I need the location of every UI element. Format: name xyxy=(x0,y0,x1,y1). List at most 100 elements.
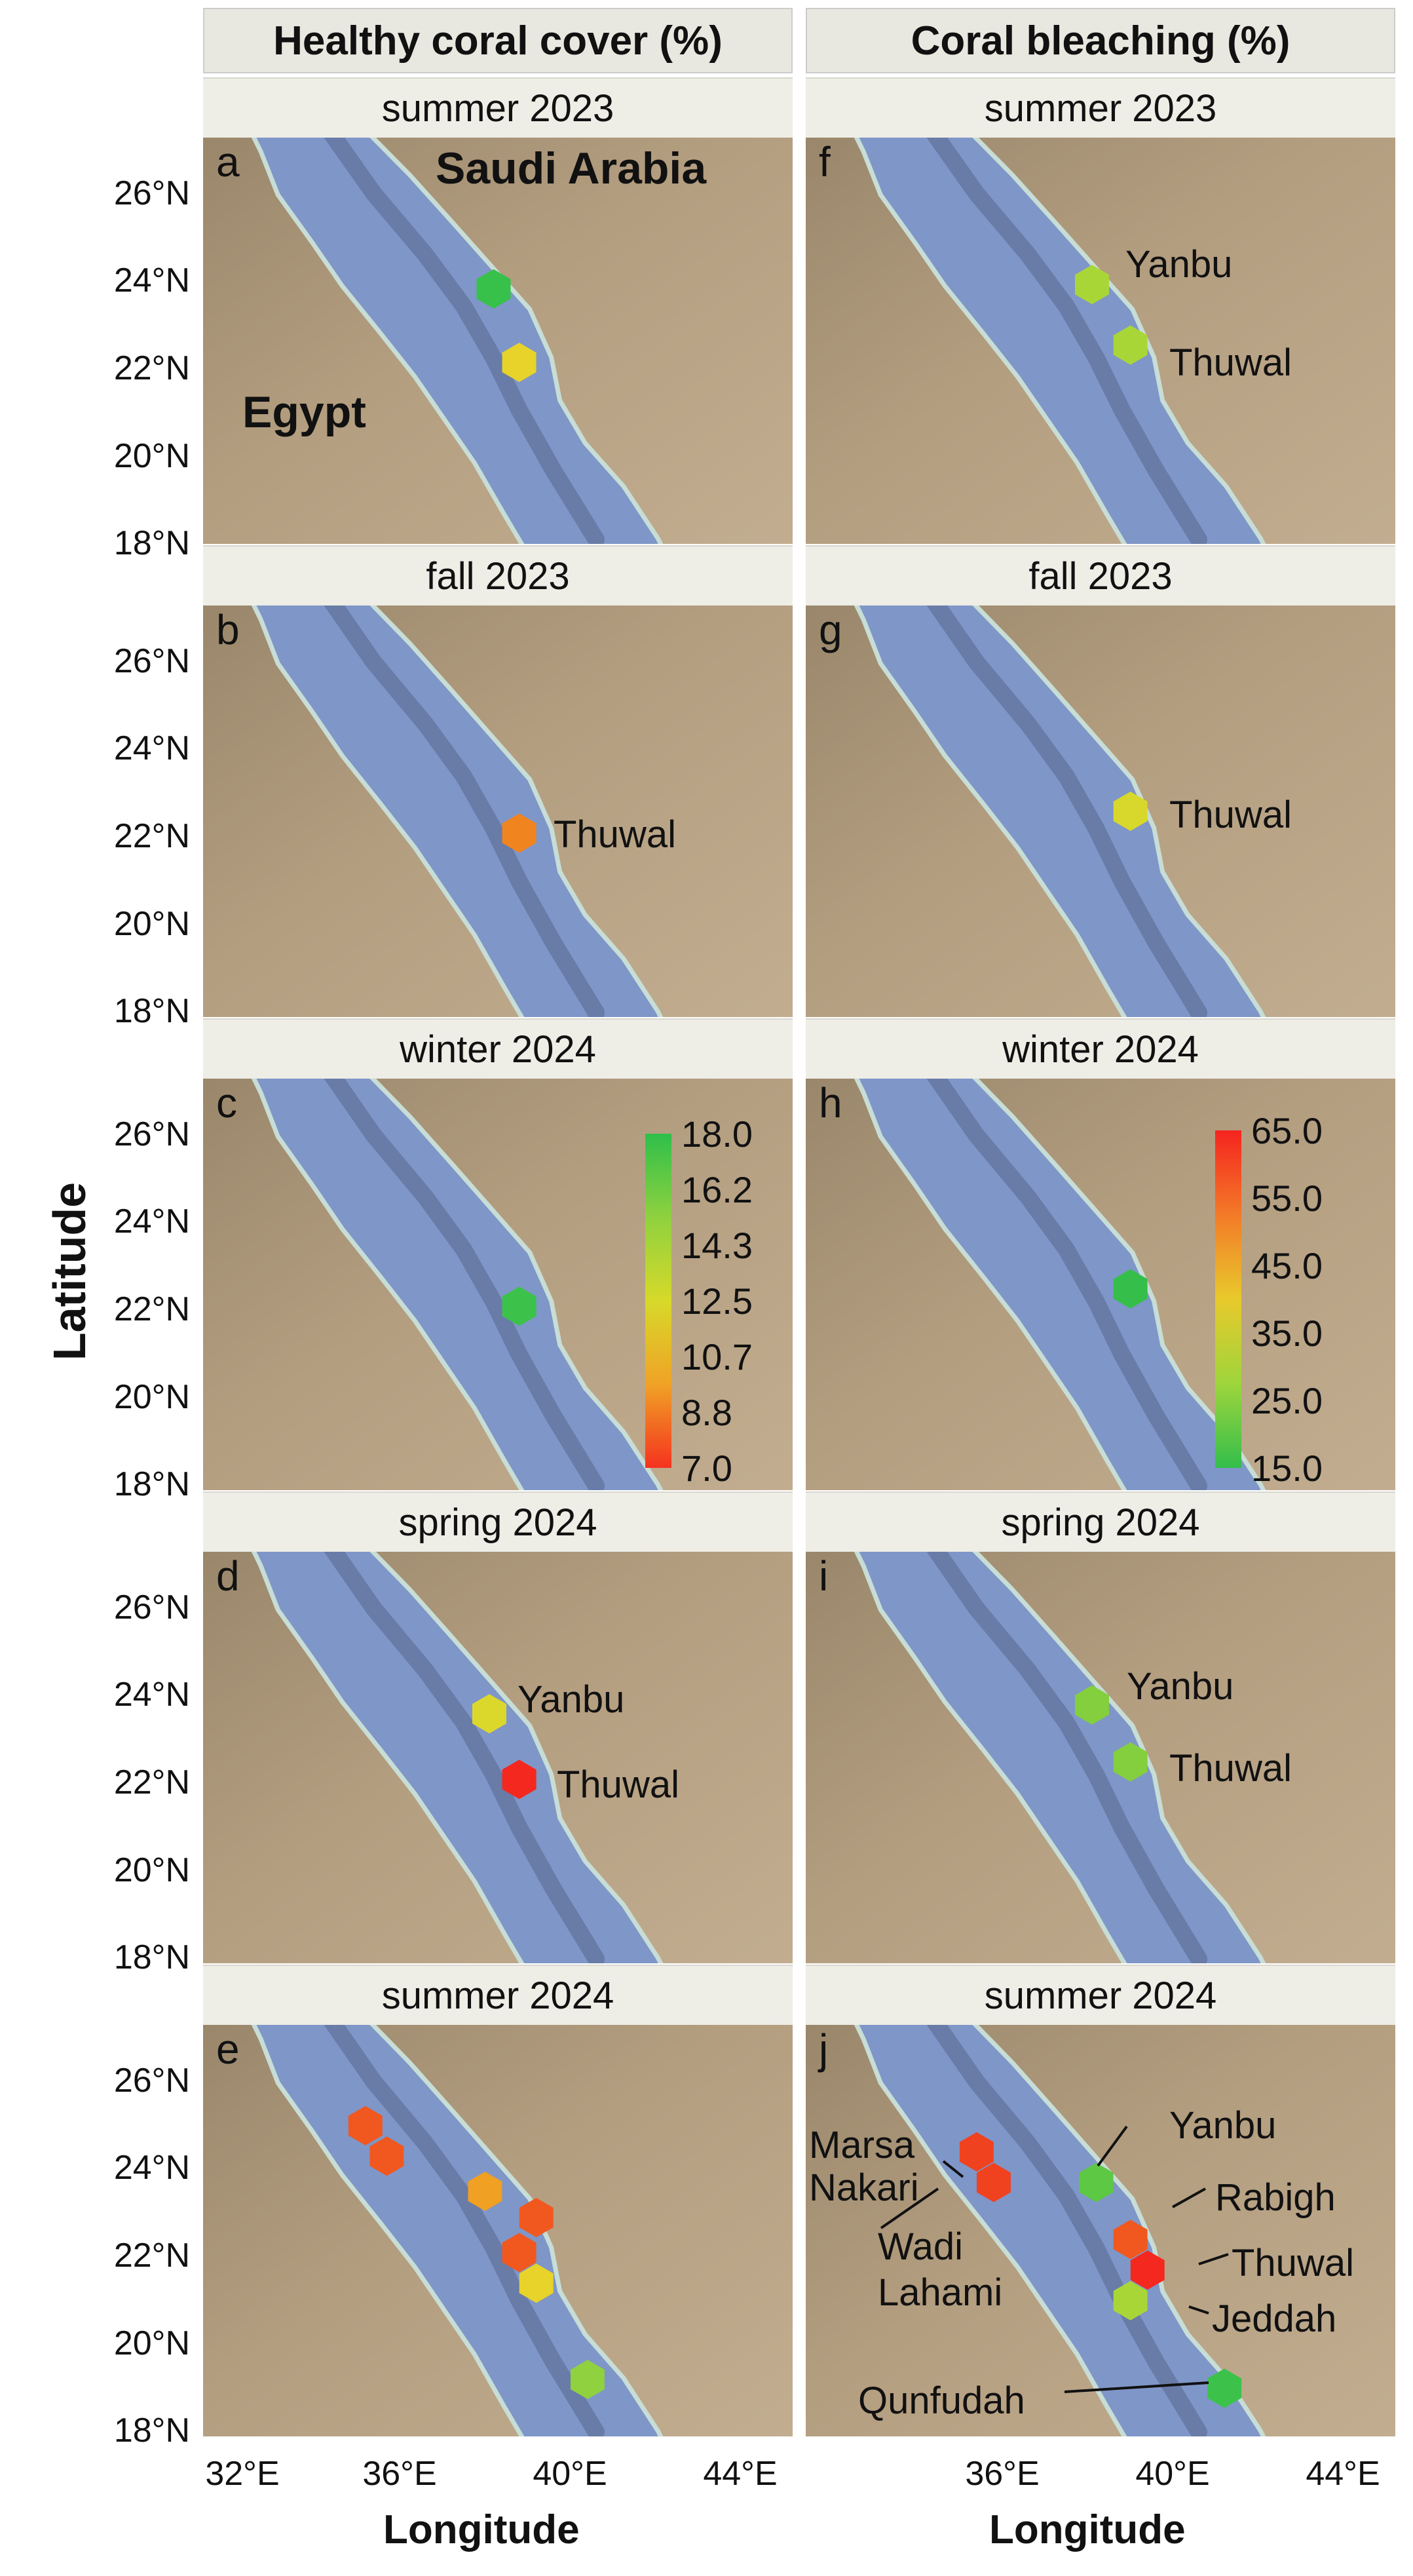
site-label-thuwal-b: Thuwal xyxy=(554,813,676,856)
map-panel-j xyxy=(806,2025,1395,2436)
colorbar-tick-label: 12.5 xyxy=(681,1280,753,1322)
panel-letter-f: f xyxy=(819,138,831,185)
map-panel-c xyxy=(203,1079,793,1490)
lat-tick-label: 22°N xyxy=(113,1763,190,1802)
panel-letter-a: a xyxy=(216,138,240,185)
x-axis-title-right: Longitude xyxy=(989,2507,1186,2552)
map-panel-h xyxy=(806,1079,1395,1490)
site-marker-f-0 xyxy=(1075,265,1109,305)
season-label-i: spring 2024 xyxy=(806,1491,1395,1552)
lat-tick-label: 20°N xyxy=(113,1377,190,1416)
site-marker-e-5 xyxy=(519,2263,554,2303)
axial-trough xyxy=(324,138,605,544)
lat-tick-label: 18°N xyxy=(113,524,190,563)
lon-tick-32: 32°E xyxy=(205,2455,280,2493)
map-panel-f xyxy=(806,138,1395,544)
leader-line-0 xyxy=(942,2160,964,2178)
site-label-thuwal-f: Thuwal xyxy=(1169,341,1292,384)
lon-tick-36-right: 36°E xyxy=(965,2455,1040,2493)
site-marker-i-0 xyxy=(1075,1685,1109,1725)
site-marker-f-1 xyxy=(1113,325,1148,365)
axial-trough xyxy=(324,1552,605,1963)
season-label-g: fall 2023 xyxy=(806,545,1395,606)
lon-tick-40: 40°E xyxy=(533,2455,607,2493)
leader-line-3 xyxy=(1172,2187,1206,2208)
colorbar-tick-label: 45.0 xyxy=(1251,1245,1323,1286)
left-column-header: Healthy coral cover (%) xyxy=(203,8,793,73)
site-marker-d-1 xyxy=(502,1759,537,1799)
site-marker-h-0 xyxy=(1113,1269,1148,1309)
leader-line-2 xyxy=(1097,2125,1128,2167)
season-label-d: spring 2024 xyxy=(203,1491,793,1552)
panel-letter-b: b xyxy=(216,606,240,653)
red-sea xyxy=(859,2025,1261,2436)
panel-letter-i: i xyxy=(819,1552,829,1600)
lat-tick-label: 24°N xyxy=(113,1202,190,1241)
lat-tick-label: 26°N xyxy=(113,642,190,680)
lat-tick-label: 26°N xyxy=(113,2061,190,2100)
red-sea xyxy=(859,606,1261,1017)
site-marker-j-1 xyxy=(977,2163,1011,2202)
colorbar-tick-label: 16.2 xyxy=(681,1169,753,1210)
axial-trough xyxy=(324,606,605,1017)
lat-tick-label: 20°N xyxy=(113,436,190,475)
site-marker-j-2 xyxy=(1079,2163,1114,2202)
country-label-saudi-arabia: Saudi Arabia xyxy=(436,144,707,193)
leader-line-1 xyxy=(880,2187,939,2229)
map-panel-g xyxy=(806,606,1395,1017)
leader-line-5 xyxy=(1188,2305,1209,2315)
site-marker-e-3 xyxy=(519,2198,554,2237)
red-sea xyxy=(859,138,1261,544)
site-marker-a-1 xyxy=(502,343,537,382)
season-label-a: summer 2023 xyxy=(203,77,793,138)
colorbar-tick-label: 10.7 xyxy=(681,1336,753,1377)
lat-tick-label: 26°N xyxy=(113,174,190,212)
map-svg xyxy=(203,2025,793,2436)
site-label-thuwal-i: Thuwal xyxy=(1169,1747,1292,1790)
site-label-yanbu-j: Yanbu xyxy=(1169,2104,1277,2147)
colorbar-tick-label: 55.0 xyxy=(1251,1178,1323,1219)
panel-letter-d: d xyxy=(216,1552,240,1600)
map-panel-b xyxy=(203,606,793,1017)
leader-line-6 xyxy=(1064,2381,1209,2393)
country-label-egypt: Egypt xyxy=(242,387,366,437)
map-svg xyxy=(203,606,793,1017)
axial-trough xyxy=(926,1079,1207,1490)
map-svg xyxy=(806,1552,1395,1963)
site-label-lahami: Lahami xyxy=(878,2271,1003,2314)
site-marker-j-6 xyxy=(1207,2368,1242,2408)
site-marker-e-2 xyxy=(468,2171,502,2211)
lat-tick-label: 24°N xyxy=(113,2149,190,2187)
colorbar-tick-label: 14.3 xyxy=(681,1225,753,1266)
colorbar-tick-label: 65.0 xyxy=(1251,1110,1323,1151)
lat-tick-label: 20°N xyxy=(113,1851,190,1889)
lat-tick-label: 22°N xyxy=(113,349,190,388)
season-label-j: summer 2024 xyxy=(806,1965,1395,2025)
red-sea xyxy=(256,1552,658,1963)
site-marker-g-0 xyxy=(1113,792,1148,831)
site-marker-e-4 xyxy=(502,2233,537,2273)
colorbar-tick-label: 18.0 xyxy=(681,1113,753,1155)
axial-trough xyxy=(926,138,1207,544)
right-column-header: Coral bleaching (%) xyxy=(806,8,1395,73)
lat-tick-label: 26°N xyxy=(113,1115,190,1153)
site-marker-j-0 xyxy=(959,2132,994,2172)
lon-tick-40-right: 40°E xyxy=(1135,2455,1210,2493)
map-svg xyxy=(806,2025,1395,2436)
site-label-nakari: Nakari xyxy=(809,2166,919,2209)
lat-tick-label: 18°N xyxy=(113,992,190,1031)
panel-letter-j: j xyxy=(819,2026,829,2073)
map-svg xyxy=(806,606,1395,1017)
site-label-rabigh: Rabigh xyxy=(1215,2176,1336,2219)
map-panel-a xyxy=(203,138,793,544)
site-label-qunfudah: Qunfudah xyxy=(858,2379,1025,2422)
lon-tick-44-right: 44°E xyxy=(1306,2455,1380,2493)
colorbar-tick-label: 35.0 xyxy=(1251,1313,1323,1354)
map-svg xyxy=(806,1079,1395,1490)
site-marker-e-6 xyxy=(571,2360,605,2400)
site-marker-j-3 xyxy=(1113,2220,1148,2259)
lat-tick-label: 26°N xyxy=(113,1588,190,1626)
lat-tick-label: 18°N xyxy=(113,2412,190,2450)
site-marker-e-1 xyxy=(369,2136,404,2176)
site-marker-b-0 xyxy=(502,813,537,853)
